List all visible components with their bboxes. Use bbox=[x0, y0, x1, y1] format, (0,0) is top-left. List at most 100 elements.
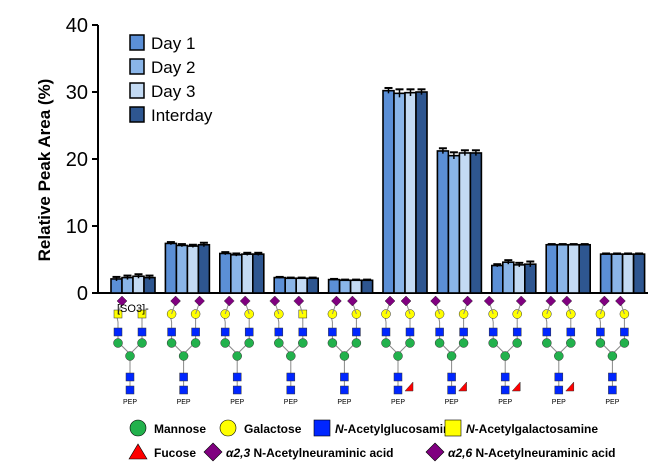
glycan-triangle bbox=[404, 381, 414, 392]
bar-group-6 bbox=[382, 86, 428, 294]
glycan-key: Mannose Galactose N-Acetylglucosamine N-Ace… bbox=[128, 419, 616, 462]
bar bbox=[599, 253, 613, 294]
bar bbox=[567, 243, 581, 294]
glycan-circle bbox=[137, 338, 147, 348]
glycan-square bbox=[191, 327, 200, 337]
legend: Day 1 Day 2 Day 3 Interday bbox=[129, 34, 213, 125]
bar bbox=[284, 277, 298, 294]
glycan-circle bbox=[166, 338, 177, 348]
bar bbox=[327, 278, 341, 294]
bar-group-2 bbox=[164, 241, 211, 294]
glycan-3: PEP bbox=[220, 295, 254, 406]
glycan-square bbox=[500, 385, 510, 395]
key-label-italic: N bbox=[466, 422, 475, 436]
glycan-square bbox=[179, 372, 188, 382]
pep-label: PEP bbox=[230, 399, 244, 406]
bar bbox=[632, 253, 646, 294]
glycan-diamond bbox=[347, 295, 358, 307]
key-circle bbox=[129, 419, 147, 437]
glycan-circle bbox=[274, 338, 284, 348]
bar-group-1 bbox=[110, 273, 156, 294]
glycan-structures: PEP PEP PEP PEP PEP PEP PEP PEP PEP PEP [SO3]- bbox=[113, 295, 630, 406]
y-tick-label: 40 bbox=[66, 15, 88, 37]
bar bbox=[338, 279, 352, 294]
bar bbox=[273, 276, 287, 294]
y-tick-label: 10 bbox=[66, 216, 88, 238]
legend-swatch bbox=[129, 106, 145, 123]
glycan-9: PEP bbox=[542, 295, 576, 406]
glycan-square bbox=[393, 372, 403, 382]
bar bbox=[349, 279, 363, 294]
glycan-8: PEP bbox=[483, 295, 527, 406]
key-label-text: N-Acetylneuraminic acid bbox=[250, 446, 393, 460]
bar-group-8 bbox=[490, 259, 537, 294]
glycan-diamond bbox=[462, 295, 473, 307]
bar bbox=[110, 278, 123, 294]
glycan-square bbox=[232, 385, 242, 395]
bar bbox=[230, 254, 243, 294]
glycan-circle bbox=[232, 351, 242, 361]
glycan-diamond bbox=[239, 295, 251, 307]
legend-label: Day 1 bbox=[151, 34, 195, 53]
glycan-circle bbox=[178, 351, 189, 361]
glycan-square bbox=[608, 385, 617, 395]
bar bbox=[415, 91, 428, 294]
key-diamond bbox=[203, 442, 223, 462]
glycan-diamond bbox=[561, 295, 573, 307]
key-label-text: -Acetylgalactosamine bbox=[475, 422, 599, 436]
bar bbox=[556, 243, 570, 294]
glycan-circle bbox=[458, 338, 469, 348]
glycan-diamond bbox=[430, 295, 441, 307]
glycan-circle bbox=[500, 351, 510, 361]
glycan-circle bbox=[125, 351, 135, 361]
glycan-diamond bbox=[170, 295, 181, 307]
legend-label: Interday bbox=[151, 106, 213, 125]
bar bbox=[197, 243, 211, 294]
glycan-triangle bbox=[458, 381, 467, 392]
glycan-square bbox=[167, 327, 176, 337]
key-label: N-Acetylgalactosamine bbox=[466, 422, 598, 436]
key-square bbox=[444, 419, 462, 437]
glycan-square bbox=[405, 327, 415, 337]
bars-group bbox=[110, 86, 646, 294]
pep-label: PEP bbox=[605, 399, 619, 406]
pep-label: PEP bbox=[337, 399, 351, 406]
glycan-circle bbox=[619, 338, 630, 348]
glycan-circle bbox=[220, 338, 230, 348]
glycan-6: PEP bbox=[381, 295, 415, 406]
glycan-diamond bbox=[331, 295, 342, 307]
bar-group-4 bbox=[273, 275, 320, 294]
bar bbox=[404, 91, 417, 294]
key-label-italic: N bbox=[335, 422, 344, 436]
glycan-square bbox=[340, 385, 349, 395]
key-label-text: Fucose bbox=[154, 446, 196, 460]
pep-label: PEP bbox=[177, 399, 191, 406]
pep-label: PEP bbox=[498, 399, 512, 406]
glycan-circle bbox=[339, 351, 350, 361]
glycan-square bbox=[298, 327, 308, 337]
glycan-square bbox=[220, 327, 230, 337]
glycan-triangle bbox=[511, 381, 521, 392]
glycan-square bbox=[566, 327, 576, 337]
glycan-square bbox=[125, 372, 135, 382]
pep-label: PEP bbox=[284, 399, 298, 406]
legend-swatch bbox=[129, 34, 145, 51]
glycan-diamond bbox=[116, 295, 128, 307]
bar bbox=[382, 89, 395, 294]
bar bbox=[545, 243, 559, 294]
glycan-circle bbox=[512, 338, 522, 348]
glycan-circle bbox=[327, 338, 338, 348]
bar bbox=[252, 253, 265, 294]
glycan-circle bbox=[381, 338, 391, 348]
glycan-square bbox=[274, 327, 284, 337]
key-label-text: N-Acetylneuraminic acid bbox=[472, 446, 615, 460]
y-axis-label: Relative Peak Area (%) bbox=[35, 79, 54, 262]
glycan-circle bbox=[434, 338, 445, 348]
bar bbox=[306, 277, 320, 294]
legend-swatch bbox=[129, 82, 145, 99]
pep-label: PEP bbox=[552, 399, 566, 406]
key-triangle bbox=[128, 443, 148, 460]
glycan-square bbox=[113, 327, 123, 337]
glycan-10: PEP bbox=[595, 295, 630, 406]
